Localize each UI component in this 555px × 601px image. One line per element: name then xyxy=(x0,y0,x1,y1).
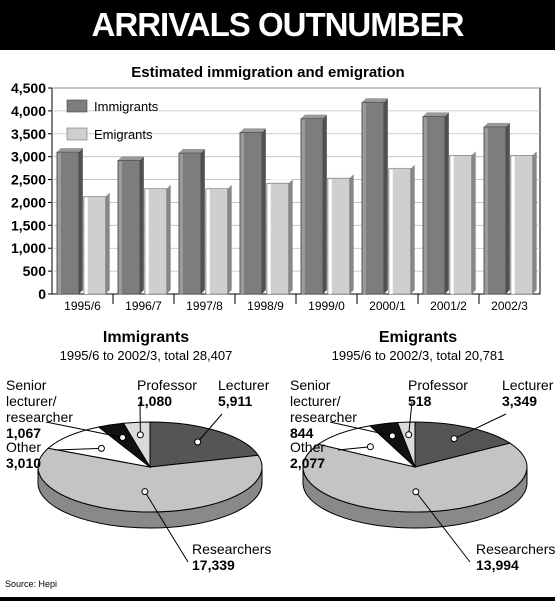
headline: ARRIVALS OUTNUMBER DEPARTURES xyxy=(91,6,465,93)
y-tick-label: 2,500 xyxy=(11,172,46,188)
slice-value: 13,994 xyxy=(476,557,519,573)
headline-banner xyxy=(0,0,555,50)
slice-value: 1,067 xyxy=(6,425,41,441)
immigrants-slice-lecturer xyxy=(149,421,260,468)
slice-name: Lecturer xyxy=(502,377,554,393)
slice-name: Other xyxy=(290,439,325,455)
slice-name: Senior xyxy=(6,377,47,393)
bar-emigrants xyxy=(327,174,354,295)
bar-immigrants xyxy=(178,149,205,295)
source-note: Source: Hepi xyxy=(5,579,58,589)
bar-immigrants xyxy=(483,122,510,295)
slice-name: Other xyxy=(6,439,41,455)
immigrants-slice-researchers xyxy=(37,447,263,513)
y-tick-label: 1,000 xyxy=(11,240,46,256)
immigrants-pie-subtitle: 1995/6 to 2002/3, total 28,407 xyxy=(60,348,233,363)
y-tick-label: 2,000 xyxy=(11,194,46,210)
slice-value: 3,349 xyxy=(502,393,537,409)
y-tick-label: 4,000 xyxy=(11,103,46,119)
bar-immigrants xyxy=(117,156,144,295)
bar-emigrants xyxy=(266,179,293,295)
slice-name: Researchers xyxy=(192,541,271,557)
legend-swatch xyxy=(66,127,88,141)
y-tick-label: 3,500 xyxy=(11,126,46,142)
x-tick-label: 2002/3 xyxy=(491,299,528,313)
bar-immigrants xyxy=(239,128,266,295)
x-tick-label: 1996/7 xyxy=(125,299,162,313)
bar-chart: Estimated immigration and emigration 0 50… xyxy=(11,64,541,313)
slice-name: lecturer/ xyxy=(6,393,57,409)
y-tick-label: 4,500 xyxy=(11,80,46,96)
emigrants-pie-chart: Emigrants 1995/6 to 2002/3, total 20,781… xyxy=(290,329,555,573)
emigrants-slice-researchers xyxy=(302,442,528,513)
bar-immigrants xyxy=(361,98,388,295)
slice-name: researcher xyxy=(6,409,73,425)
slice-name: Senior xyxy=(290,377,331,393)
bar-immigrants xyxy=(300,114,327,295)
bar-chart-title: Estimated immigration and emigration xyxy=(131,64,404,81)
x-tick-label: 1998/9 xyxy=(247,299,284,313)
bar-immigrants xyxy=(422,112,449,295)
emigrants-pie-title: Emigrants xyxy=(379,329,457,346)
immigrants-pie-title: Immigrants xyxy=(103,329,189,346)
slice-value: 2,077 xyxy=(290,455,325,471)
slice-name: Professor xyxy=(408,377,468,393)
bar-immigrants xyxy=(56,148,83,295)
x-tick-label: 1995/6 xyxy=(64,299,101,313)
bar-emigrants xyxy=(510,151,537,295)
legend-label: Immigrants xyxy=(94,99,159,114)
slice-name: Researchers xyxy=(476,541,555,557)
slice-value: 1,080 xyxy=(137,393,172,409)
y-tick-label: 1,500 xyxy=(11,217,46,233)
x-tick-label: 1997/8 xyxy=(186,299,223,313)
x-tick-label: 1999/0 xyxy=(308,299,345,313)
emigrants-pie-subtitle: 1995/6 to 2002/3, total 20,781 xyxy=(332,348,505,363)
y-tick-label: 500 xyxy=(23,263,47,279)
x-tick-label: 2001/2 xyxy=(430,299,467,313)
x-tick-label: 2000/1 xyxy=(369,299,406,313)
bottom-rule xyxy=(0,597,555,601)
slice-name: Lecturer xyxy=(218,377,270,393)
y-tick-label: 0 xyxy=(38,286,46,302)
legend-swatch xyxy=(66,99,88,113)
bar-emigrants xyxy=(449,151,476,295)
immigrants-pie-chart: Immigrants 1995/6 to 2002/3, total 28,40… xyxy=(6,329,271,573)
bar-emigrants xyxy=(144,184,171,295)
slice-value: 3,010 xyxy=(6,455,41,471)
slice-value: 17,339 xyxy=(192,557,235,573)
slice-value: 5,911 xyxy=(218,393,252,409)
y-tick-label: 3,000 xyxy=(11,149,46,165)
slice-value: 844 xyxy=(290,425,314,441)
slice-value: 518 xyxy=(408,393,432,409)
bar-emigrants xyxy=(205,184,232,295)
legend-label: Emigrants xyxy=(94,127,153,142)
slice-name: researcher xyxy=(290,409,357,425)
slice-name: Professor xyxy=(137,377,197,393)
slice-name: lecturer/ xyxy=(290,393,341,409)
bar-emigrants xyxy=(83,192,110,295)
emigrants-slice-lecturer xyxy=(414,421,512,468)
bar-emigrants xyxy=(388,164,415,295)
